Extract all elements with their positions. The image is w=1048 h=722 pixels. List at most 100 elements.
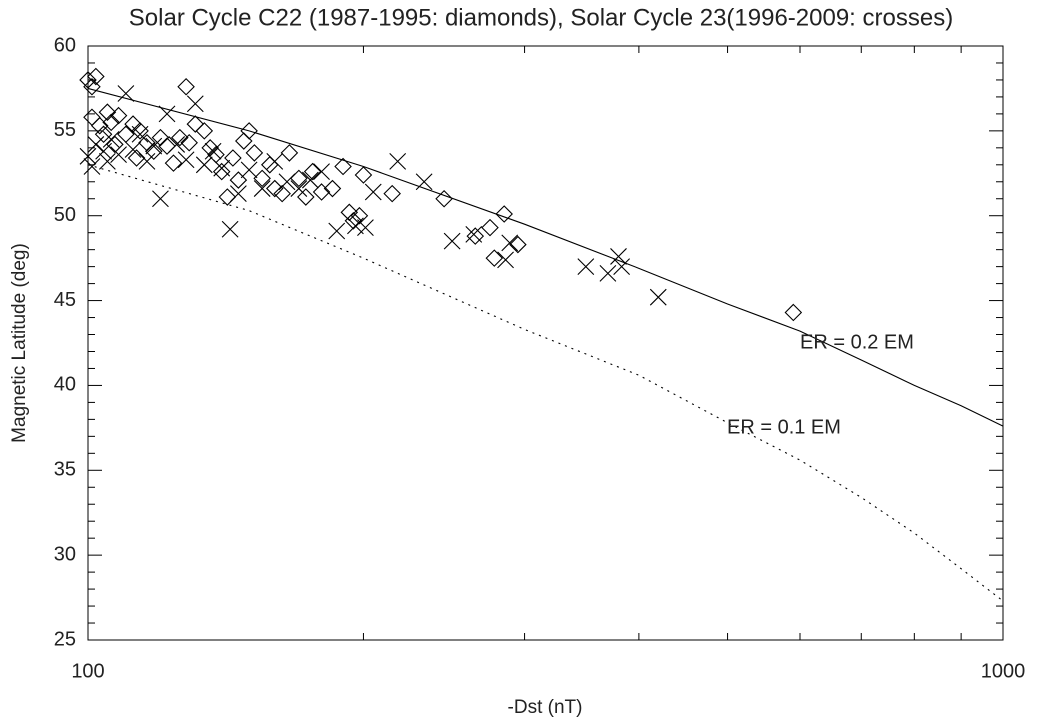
cross-marker (347, 217, 364, 235)
diamond-marker (485, 249, 504, 267)
diamond-marker (509, 235, 527, 254)
diamond-marker (83, 77, 101, 96)
y-tick-label: 40 (54, 374, 76, 396)
diamond-marker (784, 303, 803, 322)
cross-marker (240, 161, 258, 179)
diamond-marker (481, 218, 499, 237)
cross-marker (465, 225, 483, 243)
diamond-marker (87, 67, 105, 86)
diamond-marker (195, 122, 214, 140)
cross-marker (266, 153, 284, 170)
diamond-marker (158, 137, 176, 155)
cross-marker (577, 258, 595, 276)
diamond-marker (253, 169, 271, 188)
cross-marker (186, 95, 204, 113)
diamond-marker (186, 115, 205, 133)
diamond-marker (94, 125, 113, 144)
diamond-marker (290, 169, 308, 188)
diamond-marker (79, 71, 97, 89)
diamond-marker (109, 106, 128, 125)
cross-marker (177, 151, 195, 169)
diamond-marker (265, 179, 284, 198)
cross-marker (138, 153, 156, 170)
diamond-marker (106, 135, 124, 154)
cross-marker (357, 219, 374, 236)
chart-title: Solar Cycle C22 (1987-1995: diamonds), S… (129, 4, 953, 31)
cross-marker (290, 180, 308, 197)
cross-marker (328, 222, 346, 240)
y-tick-label: 50 (54, 204, 76, 226)
cross-marker (168, 136, 186, 153)
cross-marker (102, 130, 120, 148)
diamond-marker (83, 108, 101, 127)
cross-marker (613, 258, 631, 276)
cross-marker (117, 85, 135, 102)
diamond-marker (90, 116, 109, 135)
diamond-marker (280, 144, 299, 162)
cross-marker (443, 232, 461, 250)
diamond-marker (303, 162, 322, 181)
cross-marker (221, 220, 239, 238)
cross-marker (501, 234, 519, 252)
diamond-marker (180, 133, 198, 152)
diamond-marker (171, 128, 189, 147)
cross-marker (145, 137, 163, 155)
cross-marker (313, 163, 330, 180)
y-tick-label: 55 (54, 119, 76, 141)
diamond-marker (354, 166, 373, 184)
diamond-marker (260, 156, 279, 174)
cross-marker (301, 171, 319, 189)
y-tick-label: 25 (54, 628, 76, 650)
y-tick-label: 35 (54, 459, 76, 481)
cross-marker (79, 147, 97, 165)
diamond-marker (495, 205, 513, 223)
cross-marker (599, 265, 617, 282)
cross-marker (124, 141, 142, 158)
diamond-marker (383, 184, 401, 203)
cross-marker (278, 173, 296, 191)
diamond-marker (240, 122, 258, 140)
diamond-marker (177, 77, 195, 96)
diamond-marker (164, 154, 183, 172)
diamond-marker (435, 189, 453, 208)
cross-marker (213, 159, 231, 177)
cross-marker (83, 158, 101, 175)
y-tick-label: 30 (54, 543, 76, 565)
diamond-marker (98, 103, 117, 121)
x-tick-label: 1000 (981, 660, 1026, 682)
cross-marker (649, 288, 667, 306)
diamond-marker (218, 188, 237, 206)
y-tick-label: 60 (54, 34, 76, 56)
diamond-marker (102, 113, 120, 132)
x-axis-label: -Dst (nT) (508, 697, 583, 718)
diamond-marker (297, 188, 315, 206)
cross-marker (158, 105, 176, 123)
cross-marker (415, 173, 433, 191)
curve (87, 164, 1004, 602)
cross-marker (87, 136, 105, 153)
diamond-marker (151, 128, 170, 147)
diamond-marker (224, 149, 242, 167)
diamond-marker (117, 125, 135, 144)
cross-marker (229, 185, 247, 203)
cross-marker (195, 156, 213, 174)
diamond-marker (312, 183, 331, 201)
curve-label: ER = 0.1 EM (727, 416, 841, 438)
diamond-marker (235, 132, 253, 150)
cross-marker (98, 153, 116, 170)
cross-marker (253, 180, 271, 197)
y-tick-label: 45 (54, 289, 76, 311)
cross-marker (497, 251, 514, 269)
diamond-marker (127, 149, 146, 167)
diamond-marker (144, 142, 163, 161)
x-tick-label: 100 (71, 660, 104, 682)
diamond-marker (229, 171, 248, 189)
cross-marker (610, 248, 627, 265)
diamond-marker (334, 157, 352, 176)
cross-marker (389, 153, 407, 170)
curve-label: ER = 0.2 EM (800, 331, 914, 353)
cross-marker (364, 183, 382, 201)
diamond-marker (245, 144, 264, 162)
